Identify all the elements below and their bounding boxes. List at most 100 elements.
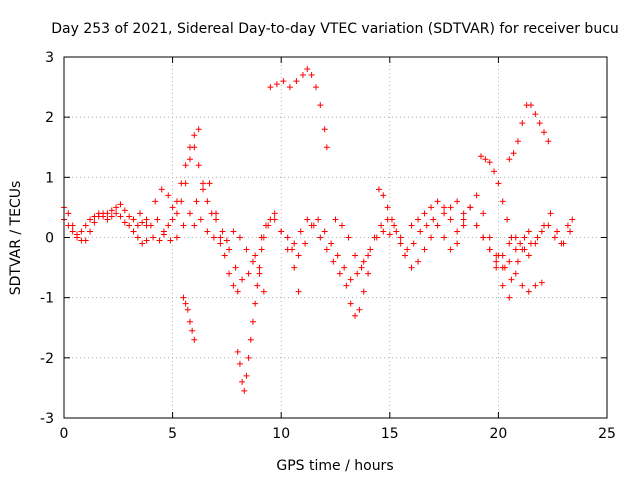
data-point [352,252,359,259]
data-point [541,222,548,229]
data-point [532,111,539,118]
data-point [375,186,382,193]
data-point [434,198,441,205]
data-point [158,186,165,193]
data-point [334,252,341,259]
series-s11 [278,216,372,319]
data-point [195,126,202,133]
data-point [143,237,150,244]
data-point [165,222,172,229]
data-point [421,246,428,253]
y-tick-label: -2 [40,351,54,367]
data-point [191,144,198,151]
data-point [506,294,513,301]
x-tick-label: 15 [381,426,399,442]
data-point [160,228,167,235]
data-point [195,162,202,169]
data-point [182,300,189,307]
data-point [312,84,319,91]
data-point [278,228,285,235]
data-point [486,159,493,166]
data-point [230,228,237,235]
data-point [317,102,324,109]
data-point [365,252,372,259]
data-point [165,192,172,199]
data-point [308,222,315,229]
data-point [460,222,467,229]
data-point [541,129,548,136]
data-point [501,264,508,271]
data-point [82,237,89,244]
data-point [447,204,454,211]
data-point [499,198,506,205]
data-point [365,270,372,277]
data-point [280,78,287,85]
data-point [506,258,513,265]
data-point [527,240,534,247]
data-point [186,156,193,163]
data-point [569,216,576,223]
data-point [139,240,146,247]
data-point [328,240,335,247]
data-point [417,228,424,235]
data-point [493,258,500,265]
data-point [239,378,246,385]
data-point [182,162,189,169]
data-point [226,246,233,253]
data-point [536,120,543,127]
data-point [69,228,76,235]
data-point [347,276,354,283]
data-point [308,72,315,79]
data-point [117,201,124,208]
data-point [356,306,363,313]
series-s17 [478,153,532,253]
data-point [545,138,552,145]
y-tick-label: -1 [40,291,54,307]
data-point [295,288,302,295]
data-point [243,246,250,253]
data-point [512,270,519,277]
data-point [408,222,415,229]
data-point [286,84,293,91]
data-point [121,207,128,214]
data-point [167,237,174,244]
data-point [273,81,280,88]
data-point [421,210,428,217]
data-point [260,288,267,295]
data-point [256,270,263,277]
data-point [454,240,461,247]
data-point [519,120,526,127]
data-point [428,234,435,241]
data-point [321,126,328,133]
axis-ticks: 0 5 10 15 20 25 -3 -2 -1 0 1 2 3 [40,50,616,442]
data-point [117,213,124,220]
data-point [291,264,298,271]
data-point [345,234,352,241]
data-point [252,300,259,307]
data-point [108,213,115,220]
data-point [408,264,415,271]
data-point [336,270,343,277]
data-point [371,234,378,241]
data-point [352,312,359,319]
data-point [299,72,306,79]
data-point [186,210,193,217]
data-point [538,228,545,235]
data-point [249,258,256,265]
data-point [480,210,487,217]
data-point [480,234,487,241]
data-point [100,213,107,220]
data-point [78,228,85,235]
data-point [239,276,246,283]
data-point [321,228,328,235]
data-point [341,264,348,271]
data-point [519,282,526,289]
data-point [143,216,150,223]
data-point [295,252,302,259]
data-point [512,234,519,241]
x-tick-label: 25 [598,426,616,442]
data-point [204,198,211,205]
data-point [441,234,448,241]
data-point [217,240,224,247]
data-point [247,336,254,343]
